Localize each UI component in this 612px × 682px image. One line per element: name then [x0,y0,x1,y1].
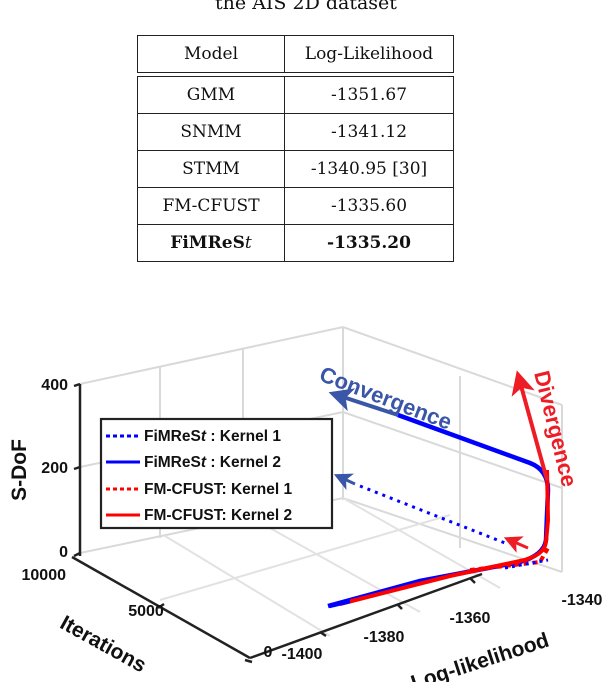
model-cell: STMM [137,150,285,188]
x-tick: -1360 [450,610,491,627]
table-row: GMM -1351.67 [137,76,454,114]
convergence-arrow [328,388,399,417]
table-row-best: FiMReSt -1335.20 [137,224,454,262]
series-fimrest-kernel1 [359,484,506,545]
header-log-likelihood: Log-Likelihood [284,35,454,73]
table-header-row: Model Log-Likelihood [137,35,454,73]
model-cell: FM-CFUST [137,187,285,225]
convergence-arrow-small [333,473,356,490]
results-table: Model Log-Likelihood GMM -1351.67 SNMM -… [137,35,454,262]
axes [71,382,483,664]
x-axis-ticks: -1400 -1380 -1360 -1340 [282,592,603,663]
model-cell: SNMM [137,113,285,151]
value-cell: -1340.95 [30] [284,150,454,188]
legend-label-4: FM-CFUST: Kernel 2 [144,507,292,524]
legend-label-3: FM-CFUST: Kernel 1 [144,481,293,498]
y-axis-ticks: 10000 5000 0 [22,567,273,661]
x-tick: -1400 [282,646,323,663]
y-tick: 10000 [22,567,67,584]
table-caption: the AIS 2D dataset [215,0,397,14]
value-cell: -1335.20 [284,224,454,262]
legend-label-2: FiMReSt : Kernel 2 [144,454,281,471]
divergence-arrow-small [503,536,529,553]
table-row: STMM -1340.95 [30] [137,150,454,188]
z-axis-label: S-DoF [8,439,31,501]
z-tick: 0 [59,544,68,561]
table-row: FM-CFUST -1335.60 [137,187,454,225]
legend-label-1: FiMReSt : Kernel 1 [144,428,281,445]
x-tick: -1380 [364,629,405,646]
divergence-arrow [511,370,549,481]
series-fmcfust-kernel1 [469,547,550,572]
legend: FiMReSt : Kernel 1 FiMReSt : Kernel 2 FM… [99,417,334,530]
value-cell: -1341.12 [284,113,454,151]
header-model: Model [137,35,285,73]
model-cell: FiMReSt [137,224,285,262]
series-fmcfust-kernel2 [339,469,551,606]
value-cell: -1351.67 [284,76,454,114]
y-tick: 0 [264,644,273,661]
table-row: SNMM -1341.12 [137,113,454,151]
convergence-label: Convergence [316,361,455,434]
value-cell: -1335.60 [284,187,454,225]
z-tick: 400 [41,377,68,394]
y-axis-label: Iterations [56,611,150,677]
y-tick: 5000 [128,603,164,620]
divergence-label: Divergence [529,368,582,489]
z-axis-ticks: 400 200 0 [41,377,68,561]
x-axis-label: Log-likelihood [408,629,552,682]
z-tick: 200 [41,460,68,477]
x-tick: -1340 [562,592,603,609]
